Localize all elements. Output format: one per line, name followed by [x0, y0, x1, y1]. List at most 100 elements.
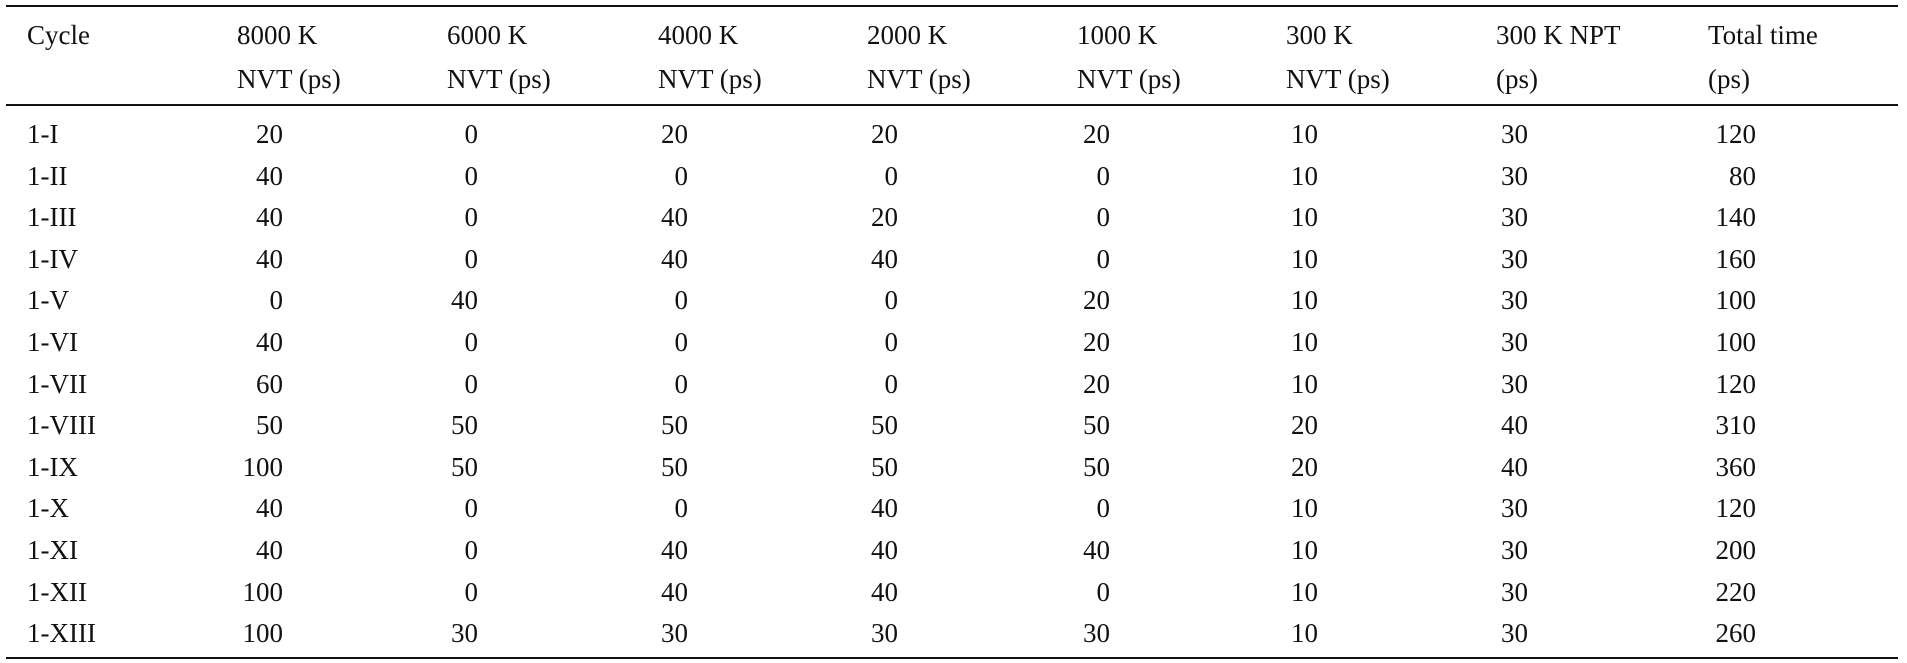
table-cell: 10	[1291, 202, 1318, 233]
table-cell: 50	[451, 451, 478, 482]
header-cell: 2000 K	[867, 20, 948, 50]
table-cell: 30	[1083, 618, 1110, 649]
table-cell: 20	[1291, 451, 1318, 482]
header-cell: Total time	[1708, 20, 1818, 50]
header-cell: (ps)	[1708, 64, 1750, 94]
table-cell: 30	[1501, 493, 1528, 524]
table-cell: 10	[1291, 160, 1318, 191]
table-cell: 50	[256, 410, 283, 441]
table-cell: 0	[884, 327, 899, 357]
table-cell: 0	[1096, 160, 1111, 191]
table-cell: 40	[451, 285, 478, 316]
table-cell: 20	[871, 119, 898, 149]
table-cell: 40	[661, 202, 688, 233]
row-label: 1-V	[27, 285, 69, 316]
table-cell: 100	[1715, 285, 1757, 316]
table-cell: 0	[674, 368, 689, 399]
row-label: 1-XI	[27, 535, 78, 565]
row-label: 1-I	[27, 119, 59, 149]
table-cell: 0	[1096, 493, 1111, 524]
table-cell: 10	[1291, 119, 1318, 149]
table-cell: 0	[464, 202, 479, 233]
table-cell: 120	[1715, 119, 1757, 149]
table-cell: 10	[1291, 285, 1318, 316]
table-cell: 40	[256, 493, 283, 524]
table-cell: 0	[884, 368, 899, 399]
table-cell: 50	[871, 410, 898, 441]
header-cell: 300 K NPT	[1496, 20, 1621, 50]
table-cell: 60	[256, 368, 283, 399]
table-cell: 20	[661, 119, 688, 149]
table-cell: 10	[1291, 618, 1318, 649]
table-cell: 30	[1501, 119, 1528, 149]
table-cell: 100	[1715, 327, 1757, 357]
header-cell: NVT (ps)	[658, 64, 762, 94]
row-label: 1-IX	[27, 451, 78, 482]
header-rule	[6, 104, 1898, 106]
table-cell: 0	[884, 285, 899, 316]
header-cell: 8000 K	[237, 20, 318, 50]
table-cell: 30	[1501, 160, 1528, 191]
table-cell: 0	[464, 327, 479, 357]
table-cell: 40	[871, 243, 898, 274]
row-label: 1-VIII	[27, 410, 96, 441]
table-cell: 40	[661, 243, 688, 274]
table-cell: 220	[1715, 576, 1757, 607]
table-cell: 30	[871, 618, 898, 649]
table-cell: 0	[464, 493, 479, 524]
table-cell: 20	[1083, 285, 1110, 316]
table-cell: 20	[256, 119, 283, 149]
table-cell: 20	[1083, 119, 1110, 149]
table-cell: 0	[464, 535, 479, 565]
table-cell: 40	[256, 535, 283, 565]
table-cell: 10	[1291, 368, 1318, 399]
header-cell: NVT (ps)	[1286, 64, 1390, 94]
table-cell: 20	[1291, 410, 1318, 441]
table-cell: 120	[1715, 493, 1757, 524]
table-cell: 0	[674, 285, 689, 316]
table-cell: 0	[884, 160, 899, 191]
table-cell: 40	[1083, 535, 1110, 565]
table-cell: 30	[1501, 576, 1528, 607]
header-cell: (ps)	[1496, 64, 1538, 94]
header-cell: 300 K	[1286, 20, 1353, 50]
table-cell: 10	[1291, 535, 1318, 565]
table-cell: 0	[464, 576, 479, 607]
header-cell: NVT (ps)	[867, 64, 971, 94]
table-cell: 50	[661, 410, 688, 441]
table-cell: 0	[464, 119, 479, 149]
table-cell: 40	[256, 243, 283, 274]
table-cell: 0	[269, 285, 284, 316]
row-label: 1-X	[27, 493, 69, 524]
header-cell: 6000 K	[447, 20, 528, 50]
table-cell: 80	[1729, 160, 1756, 191]
table-cell: 10	[1291, 576, 1318, 607]
table-cell: 40	[1501, 410, 1528, 441]
table-cell: 360	[1715, 451, 1757, 482]
header-cell: NVT (ps)	[447, 64, 551, 94]
table-cell: 0	[674, 327, 689, 357]
row-label: 1-VI	[27, 327, 78, 357]
table-cell: 20	[1083, 327, 1110, 357]
table-cell: 40	[256, 327, 283, 357]
table-cell: 40	[661, 535, 688, 565]
table-cell: 10	[1291, 327, 1318, 357]
top-rule	[6, 5, 1898, 7]
header-cell: NVT (ps)	[237, 64, 341, 94]
table-cell: 50	[1083, 451, 1110, 482]
table-cell: 0	[1096, 202, 1111, 233]
table-cell: 0	[1096, 576, 1111, 607]
row-label: 1-III	[27, 202, 77, 233]
table-cell: 40	[1501, 451, 1528, 482]
table-cell: 30	[1501, 202, 1528, 233]
table-cell: 30	[1501, 368, 1528, 399]
header-cell: 4000 K	[658, 20, 739, 50]
table-cell: 100	[242, 451, 284, 482]
table-cell: 20	[871, 202, 898, 233]
table-cell: 50	[1083, 410, 1110, 441]
table-cell: 40	[661, 576, 688, 607]
row-label: 1-II	[27, 160, 68, 191]
row-label: 1-XIII	[27, 618, 96, 649]
table-cell: 40	[871, 576, 898, 607]
table-cell: 0	[464, 160, 479, 191]
